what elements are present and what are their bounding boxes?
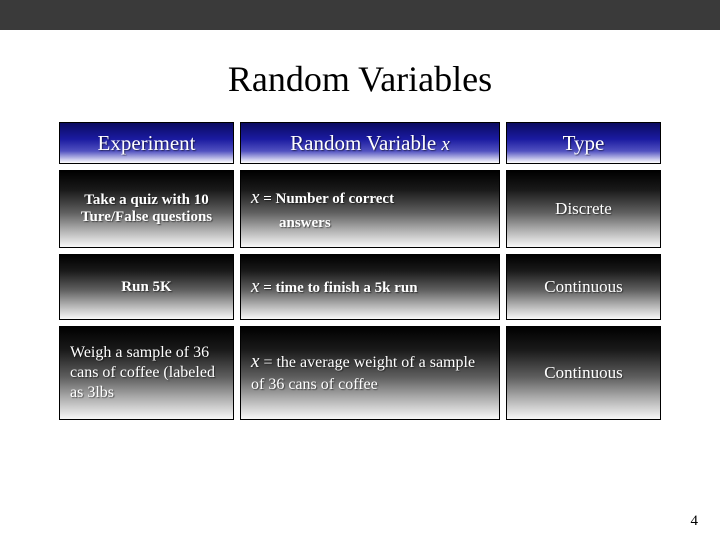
row2-experiment-text: Run 5K bbox=[70, 279, 223, 296]
row3-rv-desc: the average weight of a sample of 36 can… bbox=[251, 354, 475, 393]
header-rv-label: Random Variable x bbox=[290, 131, 450, 156]
header-type: Type bbox=[506, 122, 661, 164]
row1-rv-text: x = Number of correct answers bbox=[251, 184, 489, 235]
header-type-label: Type bbox=[563, 131, 605, 156]
row1-rv: x = Number of correct answers bbox=[240, 170, 500, 248]
slide-top-bar bbox=[0, 0, 720, 30]
row1-type: Discrete bbox=[506, 170, 661, 248]
row3-rv-text: x = the average weight of a sample of 36… bbox=[251, 350, 489, 395]
header-experiment-label: Experiment bbox=[98, 131, 196, 156]
row2-type: Continuous bbox=[506, 254, 661, 320]
row3-rv-eq: = bbox=[259, 354, 276, 371]
row1-type-text: Discrete bbox=[517, 199, 650, 219]
row1-experiment: Take a quiz with 10 Ture/False questions bbox=[59, 170, 234, 248]
row2-rv: x = time to finish a 5k run bbox=[240, 254, 500, 320]
row1-rv-eq: = bbox=[259, 191, 275, 207]
random-variables-table: Experiment Random Variable x Type Take a… bbox=[59, 122, 661, 420]
row1-experiment-text: Take a quiz with 10 Ture/False questions bbox=[70, 192, 223, 226]
row2-rv-eq: = bbox=[259, 280, 275, 296]
page-number: 4 bbox=[691, 513, 699, 530]
header-experiment: Experiment bbox=[59, 122, 234, 164]
row3-type: Continuous bbox=[506, 326, 661, 420]
header-random-variable: Random Variable x bbox=[240, 122, 500, 164]
row3-type-text: Continuous bbox=[517, 363, 650, 383]
row2-experiment: Run 5K bbox=[59, 254, 234, 320]
row3-experiment-text: Weigh a sample of 36 cans of coffee (lab… bbox=[70, 343, 223, 403]
row1-rv-desc2: answers bbox=[279, 212, 489, 235]
slide-title: Random Variables bbox=[0, 58, 720, 100]
row2-rv-text: x = time to finish a 5k run bbox=[251, 273, 489, 302]
row3-experiment: Weigh a sample of 36 cans of coffee (lab… bbox=[59, 326, 234, 420]
row3-rv: x = the average weight of a sample of 36… bbox=[240, 326, 500, 420]
row2-type-text: Continuous bbox=[517, 277, 650, 297]
row2-rv-desc: time to finish a 5k run bbox=[276, 280, 418, 296]
header-rv-var: x bbox=[441, 134, 449, 155]
row1-rv-desc: Number of correct bbox=[276, 191, 395, 207]
header-rv-text: Random Variable bbox=[290, 131, 441, 155]
